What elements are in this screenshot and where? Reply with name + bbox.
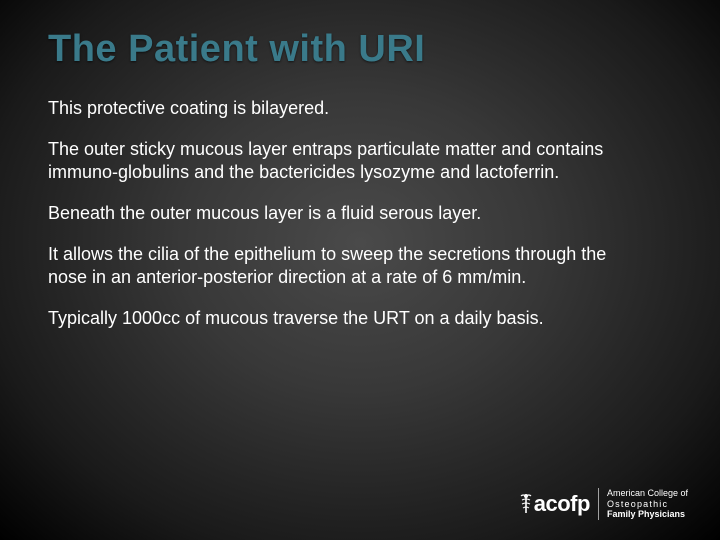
logo-subtext: American College of Osteopathic Family P… <box>607 488 688 519</box>
paragraph: Beneath the outer mucous layer is a flui… <box>48 202 648 225</box>
paragraph: This protective coating is bilayered. <box>48 97 648 120</box>
paragraph: The outer sticky mucous layer entraps pa… <box>48 138 648 184</box>
logo: acofp American College of Osteopathic Fa… <box>519 488 688 520</box>
slide-container: The Patient with URI This protective coa… <box>0 0 720 540</box>
logo-line1: American College of <box>607 488 688 498</box>
paragraph: Typically 1000cc of mucous traverse the … <box>48 307 648 330</box>
logo-mark-text: acofp <box>534 491 590 517</box>
paragraph: It allows the cilia of the epithelium to… <box>48 243 648 289</box>
logo-line2: Osteopathic <box>607 499 688 509</box>
logo-line3: Family Physicians <box>607 509 688 519</box>
caduceus-icon <box>519 493 533 515</box>
logo-divider <box>598 488 599 520</box>
slide-title: The Patient with URI <box>48 28 672 71</box>
logo-mark: acofp <box>519 491 590 517</box>
slide-body: This protective coating is bilayered. Th… <box>48 97 648 330</box>
